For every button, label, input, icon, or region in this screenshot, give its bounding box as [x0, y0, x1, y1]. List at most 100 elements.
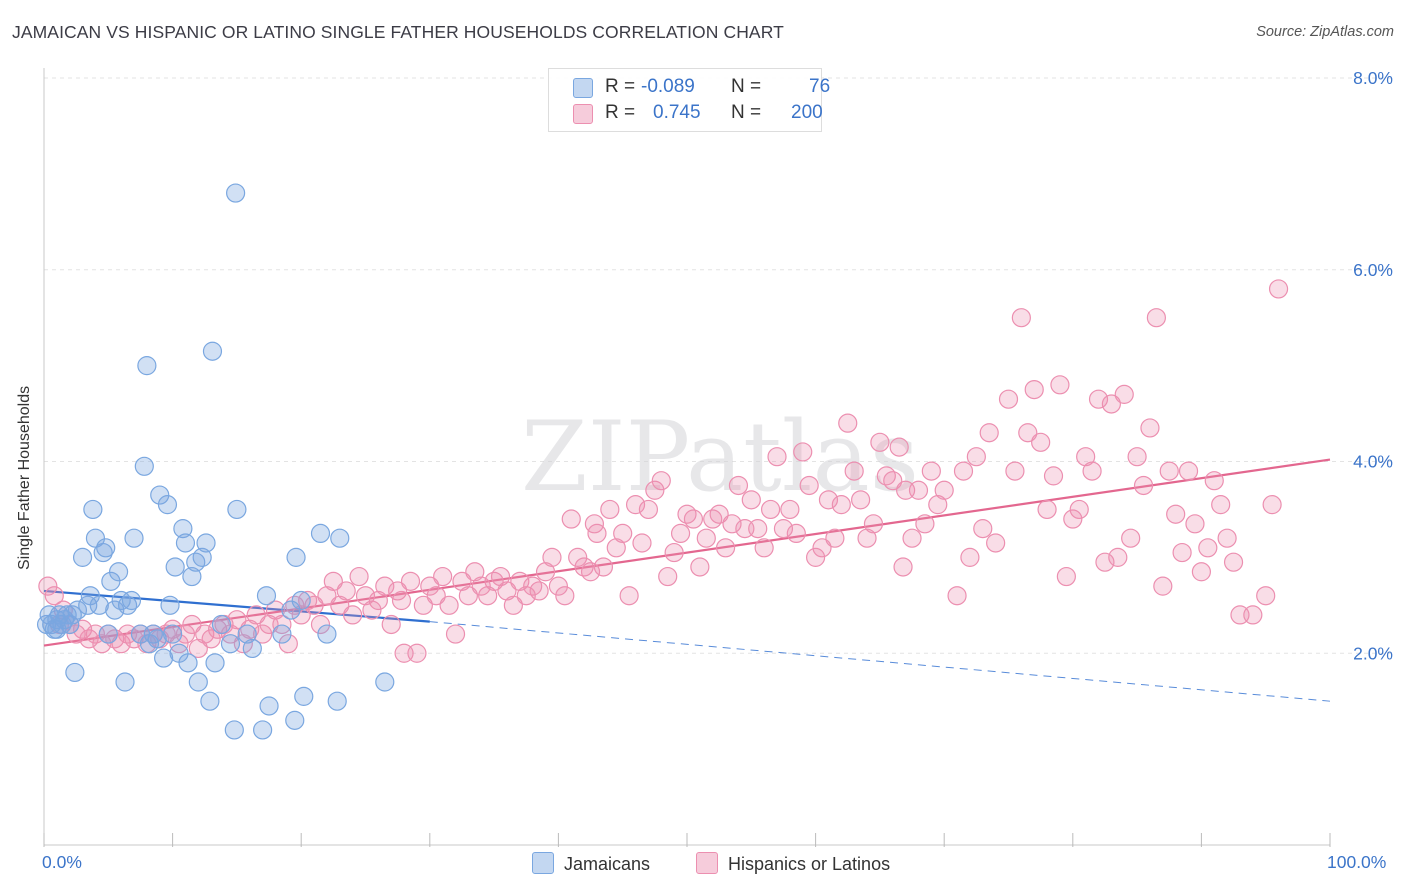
source-label: Source: ZipAtlas.com [1256, 24, 1394, 40]
point-jamaicans [182, 566, 202, 587]
y-tick-label: 8.0% [1353, 68, 1393, 88]
point-hispanics [1076, 447, 1096, 467]
point-jamaicans [173, 519, 193, 539]
point-hispanics [915, 514, 935, 534]
point-jamaicans [153, 648, 174, 668]
point-hispanics [1204, 471, 1224, 491]
point-hispanics [426, 586, 446, 606]
point-hispanics [561, 509, 581, 529]
point-hispanics [1146, 308, 1166, 328]
y-tick-label: 6.0% [1353, 260, 1393, 280]
point-hispanics [445, 624, 466, 644]
legend-r-value: 0.745 [653, 102, 701, 123]
point-hispanics [696, 528, 716, 548]
point-jamaicans [47, 619, 67, 639]
point-hispanics [1185, 514, 1205, 534]
point-jamaicans [62, 605, 82, 625]
point-jamaicans [72, 547, 93, 567]
point-hispanics [291, 605, 311, 625]
point-hispanics [555, 586, 575, 606]
point-hispanics [1018, 423, 1038, 443]
point-hispanics [625, 495, 646, 515]
point-hispanics [638, 499, 659, 520]
point-jamaicans [253, 720, 273, 740]
legend-n-value: 200 [791, 102, 823, 123]
x-min-label: 0.0% [42, 852, 82, 872]
point-hispanics [600, 499, 620, 520]
point-jamaicans [242, 638, 262, 659]
point-hispanics [265, 600, 286, 620]
point-hispanics [883, 471, 903, 491]
point-jamaicans [134, 456, 154, 476]
point-jamaicans [188, 672, 208, 692]
point-hispanics [825, 528, 845, 548]
point-jamaicans [220, 634, 241, 654]
correlation-legend: R = -0.089 N = 76 R = 0.745 N = 200 [548, 68, 830, 132]
point-jamaicans [224, 720, 244, 740]
point-hispanics [902, 528, 922, 548]
point-jamaicans [291, 590, 311, 611]
point-hispanics [38, 576, 58, 596]
point-hispanics [278, 634, 298, 654]
point-hispanics [619, 586, 639, 606]
point-hispanics [510, 571, 530, 591]
point-jamaicans [105, 600, 125, 620]
point-hispanics [1043, 466, 1064, 486]
point-hispanics [355, 586, 376, 606]
point-hispanics [465, 562, 485, 582]
point-hispanics [1172, 542, 1192, 563]
point-hispanics [805, 547, 826, 567]
point-hispanics [503, 595, 523, 615]
point-jamaicans [227, 499, 247, 520]
point-hispanics [1153, 576, 1173, 596]
point-jamaicans [178, 653, 198, 673]
point-jamaicans [160, 595, 180, 615]
point-hispanics [44, 586, 64, 606]
point-hispanics [246, 605, 266, 625]
point-jamaicans [237, 624, 257, 644]
point-hispanics [889, 437, 909, 457]
point-jamaicans [272, 624, 292, 644]
point-hispanics [1095, 552, 1115, 572]
point-hispanics [163, 619, 183, 639]
legend-r-label: R = [605, 76, 636, 97]
points-jamaicans [36, 183, 395, 740]
point-jamaicans [163, 624, 183, 644]
point-hispanics [343, 605, 363, 625]
point-hispanics [683, 509, 704, 529]
point-hispanics [336, 581, 356, 601]
point-hispanics [317, 586, 337, 606]
y-axis-label: Single Father Households [16, 385, 33, 570]
point-jamaicans [286, 547, 306, 567]
point-hispanics [1191, 562, 1212, 582]
point-hispanics [773, 519, 794, 539]
point-jamaicans [157, 495, 178, 515]
point-hispanics [375, 576, 395, 596]
point-hispanics [1256, 586, 1276, 606]
point-hispanics [1243, 605, 1263, 625]
point-jamaicans [330, 528, 350, 548]
point-hispanics [709, 504, 729, 524]
point-hispanics [490, 566, 511, 587]
point-hispanics [535, 562, 556, 582]
point-jamaicans [226, 183, 246, 203]
bottom-legend-jamaicans: Jamaicans [532, 852, 650, 875]
point-hispanics [1063, 509, 1083, 529]
grid-lines [44, 77, 1392, 654]
point-hispanics [111, 634, 131, 654]
point-hispanics [1140, 418, 1160, 438]
y-tick-label: 2.0% [1353, 643, 1393, 663]
point-jamaicans [83, 499, 103, 520]
point-hispanics [722, 514, 742, 534]
point-hispanics [838, 413, 858, 433]
point-hispanics [606, 538, 626, 558]
point-hispanics [253, 624, 273, 644]
legend-r-label: R = [605, 102, 636, 123]
point-hispanics [857, 528, 877, 548]
legend-n-value: 76 [809, 76, 831, 97]
point-hispanics [1127, 447, 1147, 467]
point-jamaicans [200, 691, 220, 711]
tick-labels: 2.0% 4.0% 6.0% 8.0% [1353, 68, 1393, 663]
axes [43, 68, 1331, 847]
legend-swatch-blue [573, 78, 593, 98]
